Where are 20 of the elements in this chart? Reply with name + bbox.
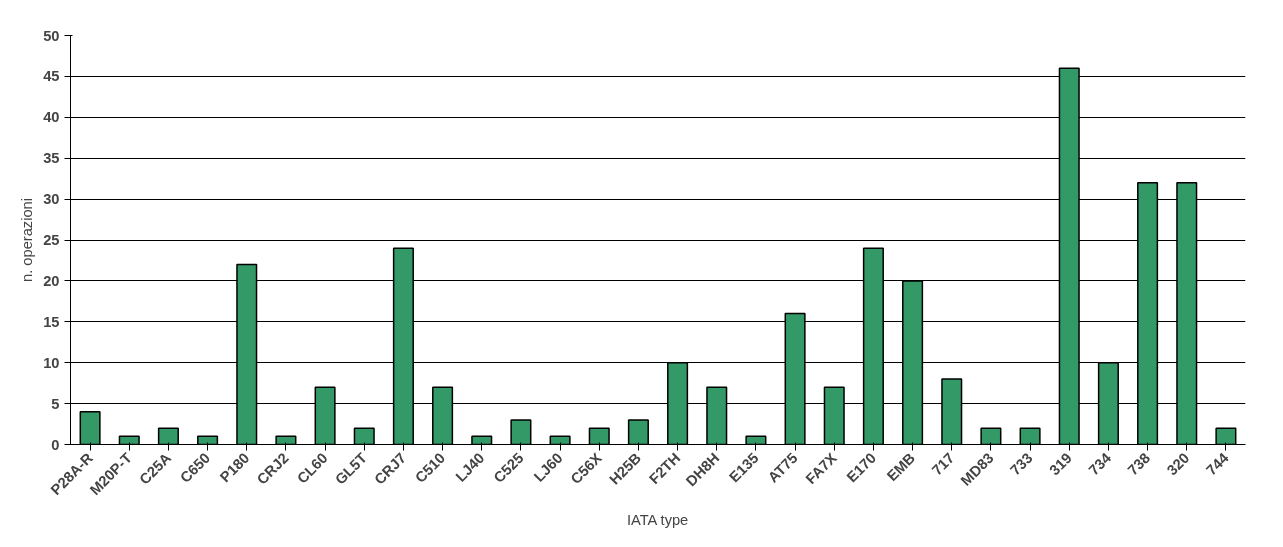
y-tick-label: 35 [43,150,60,167]
x-tick-label: 734 [1085,449,1115,479]
x-tick-label: 738 [1124,449,1154,479]
y-tick-label: 40 [43,109,60,126]
x-tick-label: 717 [928,449,958,479]
y-tick-label: 0 [51,436,60,453]
x-tick-label: 744 [1202,449,1233,479]
y-tick-label: 45 [43,68,60,85]
x-tick-label: 733 [1007,449,1036,479]
y-tick-label: 15 [43,313,60,330]
y-tick-label: 50 [43,27,60,44]
y-tick-label: 30 [43,191,60,208]
y-tick-label: 5 [51,395,60,412]
y-tick-label: 25 [43,232,60,248]
x-tick-label: 319 [1046,449,1075,479]
x-tick-label: 320 [1163,449,1193,479]
x-axis-title: IATA type [626,511,689,528]
y-tick-label: 20 [43,272,60,289]
y-axis-title: n. operazioni [19,198,36,282]
y-tick-label: 10 [43,354,60,371]
